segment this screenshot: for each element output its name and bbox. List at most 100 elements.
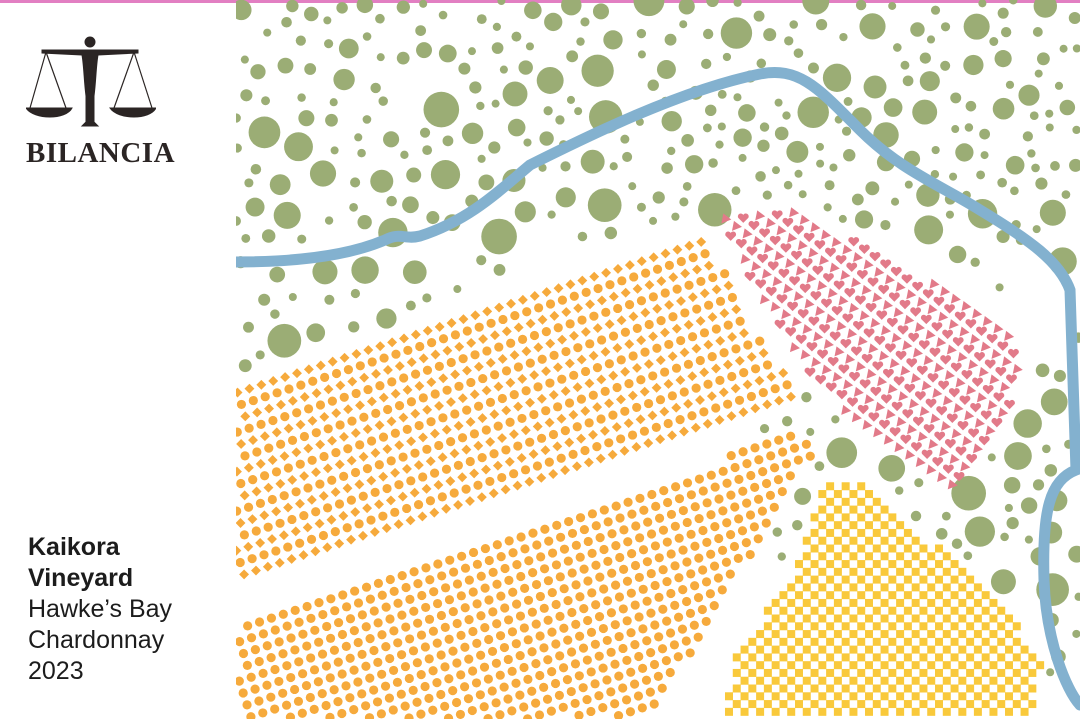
vine-square	[787, 692, 796, 701]
vine-dot	[622, 616, 632, 626]
tree	[309, 160, 337, 187]
vine-dot	[714, 494, 724, 504]
tree	[336, 2, 348, 14]
vine-diamond	[315, 360, 326, 371]
vine-dot	[622, 655, 632, 665]
vine-dot	[689, 620, 699, 630]
vine-square	[911, 707, 920, 716]
vine-heart	[1006, 374, 1017, 384]
tree	[1000, 26, 1012, 38]
vine-dot	[442, 385, 452, 395]
vine-diamond	[355, 400, 365, 411]
vine-diamond	[413, 460, 424, 471]
vine-dot	[566, 647, 577, 657]
tree	[935, 527, 948, 540]
vine-square	[997, 637, 1006, 646]
vine-dot	[769, 463, 780, 473]
vine-dot	[507, 627, 518, 637]
tree	[493, 263, 506, 276]
vine-heart	[774, 319, 786, 330]
vine-dot	[762, 439, 772, 449]
vine-dot	[278, 649, 288, 659]
tree	[357, 148, 366, 158]
tree	[1046, 668, 1055, 677]
vine-triangle	[993, 323, 1004, 334]
vine-dot	[281, 700, 292, 710]
tree	[581, 54, 614, 87]
vine-square	[919, 544, 928, 553]
vine-dot	[286, 672, 296, 683]
vine-square	[973, 661, 982, 670]
vine-square	[1005, 692, 1014, 701]
vine-dot	[246, 712, 256, 719]
tree	[350, 288, 361, 299]
vine-diamond	[734, 355, 745, 366]
vine-dot	[638, 663, 648, 673]
vine-dot	[513, 362, 524, 372]
vine-heart	[948, 388, 960, 398]
tree	[469, 81, 482, 94]
vine-square	[779, 591, 788, 600]
vine-dot	[582, 694, 592, 705]
vine-dot	[290, 684, 300, 695]
vine-dot	[456, 630, 466, 640]
vine-dot	[782, 380, 792, 390]
tree	[831, 415, 840, 424]
vine-dot	[670, 600, 680, 610]
vine-square	[833, 583, 842, 592]
vine-dot	[406, 476, 416, 486]
vine-dot	[388, 705, 398, 715]
vine-dot	[482, 346, 492, 356]
vine-dot	[314, 598, 324, 608]
vine-dot	[683, 359, 694, 369]
tree	[566, 50, 579, 63]
tree	[705, 104, 717, 117]
tree	[1027, 149, 1036, 158]
vine-dot	[298, 629, 308, 639]
vine-triangle	[836, 320, 847, 331]
vine-dot	[773, 475, 784, 485]
vine-triangle	[841, 404, 852, 415]
vine-diamond	[766, 371, 777, 382]
vine-dot	[353, 637, 363, 648]
vine-square	[810, 591, 819, 600]
vine-dot	[805, 451, 815, 461]
vine-dot	[369, 645, 379, 656]
vine-square	[942, 676, 951, 685]
vine-triangle	[937, 471, 948, 482]
vine-dot	[541, 327, 551, 337]
vine-triangle	[872, 292, 883, 303]
vine-dot	[690, 541, 700, 551]
vine-square	[818, 567, 827, 576]
vine-dot	[274, 637, 284, 647]
tree	[702, 123, 712, 133]
vine-diamond	[259, 510, 270, 521]
vine-square	[927, 692, 936, 701]
vine-dot	[500, 563, 510, 574]
vine-dot	[305, 692, 315, 703]
vine-square	[966, 591, 975, 600]
vine-square	[896, 661, 905, 670]
vine-diamond	[702, 418, 713, 429]
vine-heart	[797, 309, 809, 319]
vine-dot	[650, 620, 660, 630]
vine-dot	[722, 478, 732, 488]
vine-square	[872, 560, 881, 569]
vine-square	[973, 645, 982, 654]
vine-dot	[665, 628, 676, 638]
vine-diamond	[623, 418, 634, 429]
vine-diamond	[656, 276, 667, 287]
vine-dot	[516, 532, 526, 542]
vine-dot	[297, 708, 307, 718]
tree	[396, 51, 410, 65]
vine-dot	[769, 502, 779, 512]
tree	[702, 28, 714, 40]
vine-dot	[449, 567, 459, 577]
tree	[963, 13, 990, 40]
vine-triangle	[985, 425, 996, 436]
vine-square	[935, 622, 944, 631]
vine-square	[942, 583, 951, 592]
tree	[362, 32, 372, 41]
vine-diamond	[524, 476, 535, 487]
vine-triangle	[961, 301, 972, 312]
